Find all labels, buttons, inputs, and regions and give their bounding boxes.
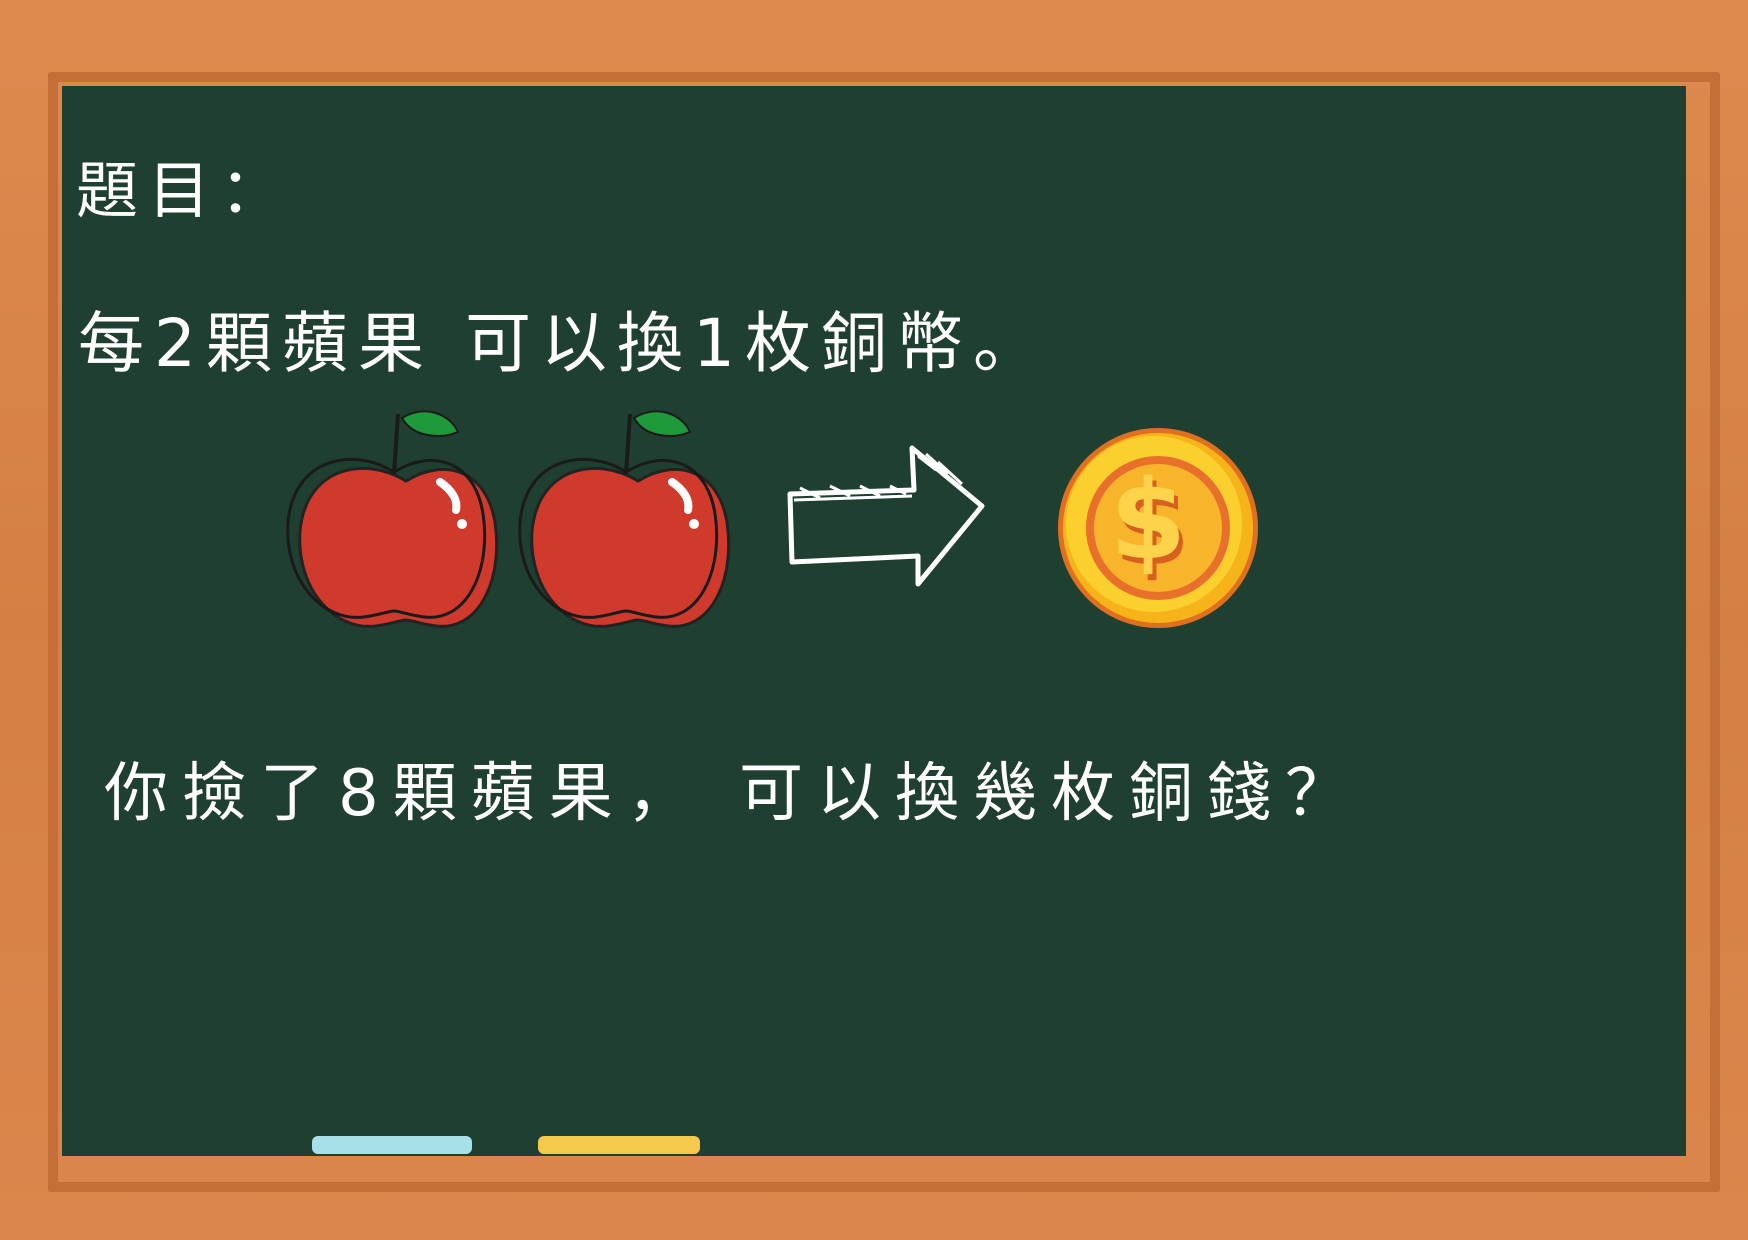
apple-icon (286, 410, 499, 628)
coin-symbol: $ (1114, 462, 1191, 590)
chalkboard (62, 86, 1686, 1156)
question-text: 你撿了8顆蘋果， 可以換幾枚銅錢？ (104, 757, 1364, 831)
chalk-yellow (538, 1136, 700, 1154)
svg-text:$: $ (1110, 456, 1187, 584)
coin-icon: $ $ (1058, 428, 1258, 628)
frame-border (48, 72, 1720, 1192)
arrow-right-icon (787, 445, 985, 587)
question-heading: 題目： (76, 154, 293, 227)
exchange-rule-text: 每2顆蘋果 可以換1枚銅幣。 (78, 305, 1049, 382)
chalk-blue (312, 1136, 472, 1154)
apple-icon (518, 410, 731, 628)
